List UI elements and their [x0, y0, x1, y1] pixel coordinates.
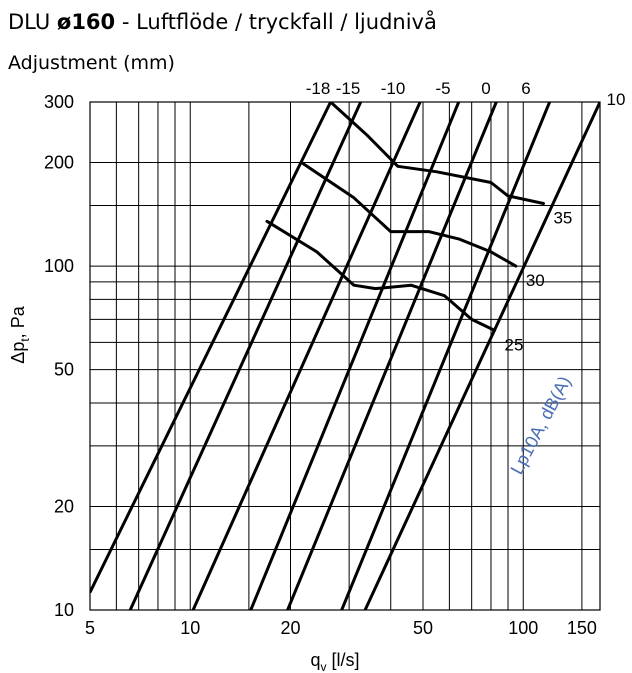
x-tick-label: 100	[508, 618, 538, 638]
adjustment-line--18	[90, 102, 333, 594]
adjustment-line--15	[128, 102, 363, 610]
page-subtitle: Adjustment (mm)	[8, 52, 175, 74]
adjustment-line-6	[340, 102, 552, 610]
adjustment-line-10	[363, 102, 600, 610]
y-tick-label: 20	[54, 496, 74, 516]
plot-frame	[89, 101, 601, 611]
title-rest: - Luftflöde / tryckfall / ljudnivå	[115, 10, 437, 34]
title-model: DLU	[8, 10, 51, 34]
adjustment-label-0: 0	[481, 79, 490, 98]
y-tick-labels: 10 20 50 100 200 300	[44, 92, 74, 620]
y-tick-label: 100	[44, 256, 74, 276]
sound-curve-35	[329, 102, 545, 205]
sound-curve-label-35: 35	[553, 209, 572, 228]
adjustment-label--5: -5	[435, 79, 450, 98]
sound-curve-25	[265, 219, 497, 332]
adjustment-label-10: 10	[607, 90, 626, 109]
adjustment-label--18: -18	[306, 79, 331, 98]
adjustment-line--5	[249, 102, 461, 610]
page-title: DLU ø160 - Luftflöde / tryckfall / ljudn…	[8, 10, 437, 34]
adjustment-line--10	[191, 102, 422, 610]
y-tick-label: 10	[54, 600, 74, 620]
x-tick-label: 5	[85, 618, 95, 638]
sound-level-label: Lp10A, dB(A)	[507, 373, 575, 478]
x-axis-label: qv [l/s]	[310, 650, 359, 673]
y-tick-label: 300	[44, 92, 74, 112]
sound-curve-label-25: 25	[505, 335, 524, 354]
adjustment-line-0	[286, 102, 498, 610]
x-tick-label: 20	[280, 618, 300, 638]
x-tick-labels: 5 10 20 50 100 150	[85, 618, 597, 638]
y-tick-label: 50	[54, 360, 74, 380]
x-tick-label: 50	[413, 618, 433, 638]
adjustment-label-6: 6	[521, 79, 530, 98]
adjustment-label--15: -15	[336, 79, 361, 98]
y-axis-label: Δpt, Pa	[8, 305, 32, 363]
sound-curve-30	[300, 161, 518, 268]
adjustment-labels: -18 -15 -10 -5 0 6 10	[306, 79, 626, 109]
grid-lines	[89, 101, 600, 611]
y-tick-label: 200	[44, 153, 74, 173]
sound-curve-label-30: 30	[526, 271, 545, 290]
title-size: ø160	[56, 10, 116, 34]
x-tick-label: 10	[180, 618, 200, 638]
x-tick-label: 150	[567, 618, 597, 638]
series-group	[90, 102, 600, 610]
adjustment-label--10: -10	[381, 79, 406, 98]
